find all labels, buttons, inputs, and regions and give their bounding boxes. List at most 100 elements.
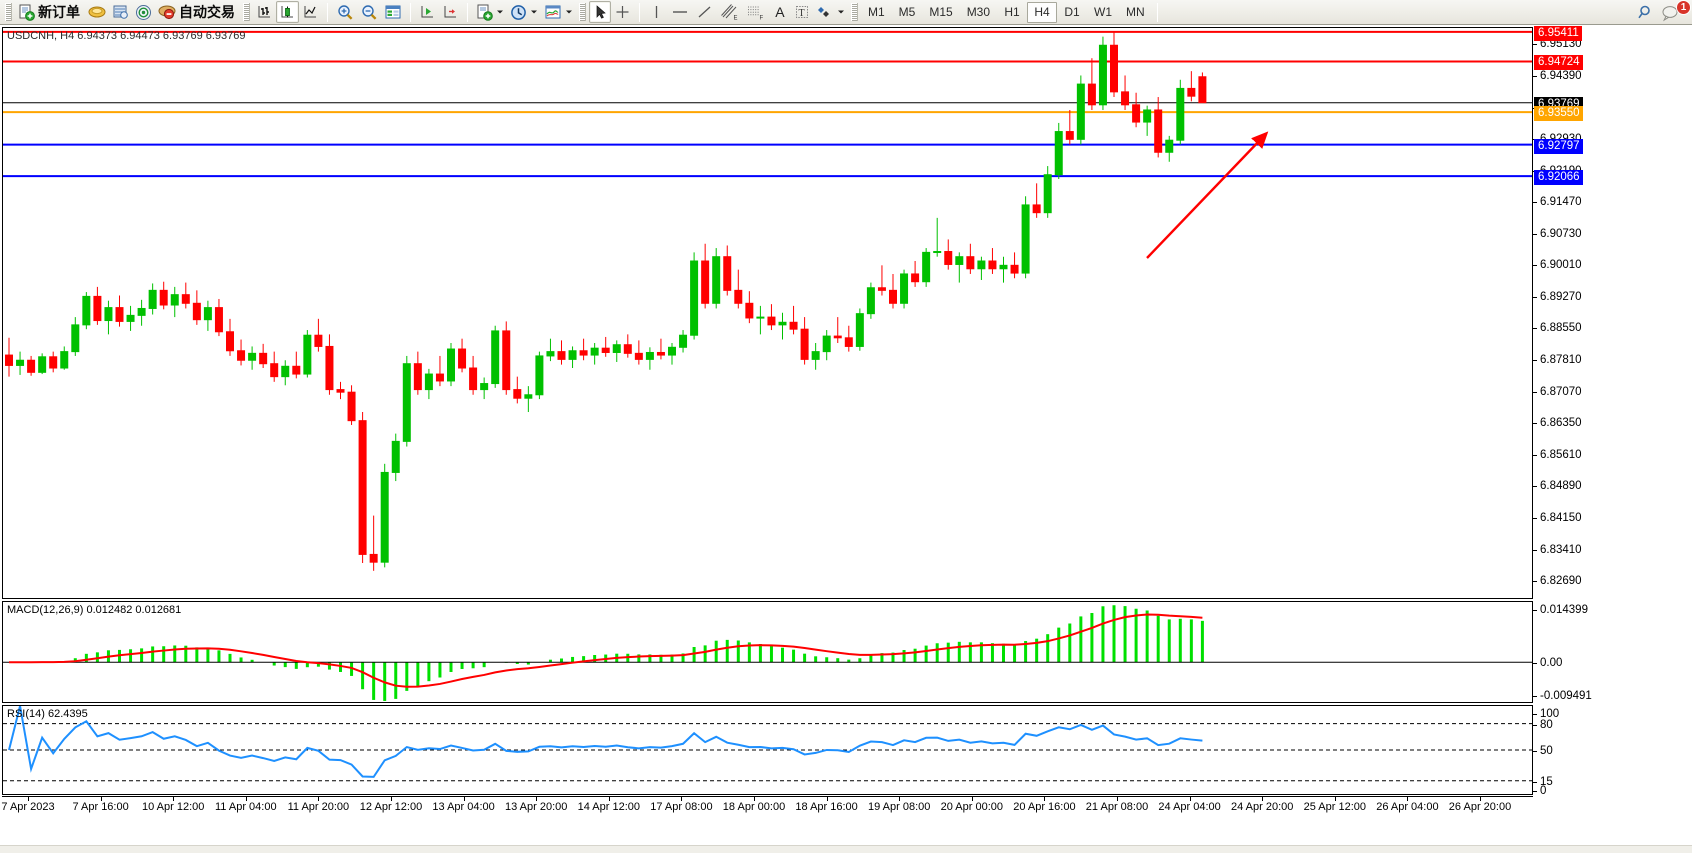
auto-scroll-button[interactable]: [439, 1, 462, 23]
indicators-button[interactable]: [473, 1, 507, 23]
time-axis-label: 18 Apr 00:00: [722, 801, 786, 813]
candle: [944, 239, 953, 270]
timeframe-d1[interactable]: D1: [1064, 5, 1080, 19]
horizontal-line-button[interactable]: [667, 1, 693, 23]
candle: [60, 346, 69, 370]
rsi-axis-tick: 50: [1533, 745, 1553, 757]
toolbar-grip-2[interactable]: [243, 3, 250, 21]
price-chart-canvas[interactable]: [3, 28, 1532, 598]
candle: [645, 347, 654, 370]
price-axis-tick: 6.90010: [1533, 259, 1582, 271]
candle: [966, 243, 975, 274]
price-chart-panel[interactable]: USDCNH, H4 6.94373 6.94473 6.93769 6.937…: [2, 27, 1533, 599]
price-level-label-resistance[interactable]: 6.94724: [1534, 55, 1583, 71]
period-button[interactable]: [507, 1, 541, 23]
trend-line-button[interactable]: [693, 1, 717, 23]
time-axis-tickmark: [463, 797, 465, 801]
toolbar-grip-3[interactable]: [579, 3, 586, 21]
candlestick-chart-button[interactable]: [276, 1, 299, 23]
price-axis-tick: 6.90730: [1533, 228, 1582, 240]
toolbar-grip-4[interactable]: [851, 3, 858, 21]
candle: [380, 463, 389, 568]
shapes-button[interactable]: [813, 1, 848, 23]
rsi-chart-canvas: [3, 706, 1532, 782]
rsi-indicator-panel[interactable]: RSI(14) 62.4395: [2, 705, 1533, 795]
bar-chart-button[interactable]: [253, 1, 276, 23]
time-axis-tickmark: [1117, 797, 1118, 801]
candle: [491, 325, 500, 388]
timeframe-m30[interactable]: M30: [966, 5, 991, 19]
timeframe-h4[interactable]: H4: [1027, 1, 1058, 23]
fibonacci-button[interactable]: F: [743, 1, 769, 23]
rsi-axis-tick: 0: [1533, 785, 1546, 797]
time-axis-label: 24 Apr 04:00: [1158, 801, 1221, 813]
time-axis-label: 19 Apr 08:00: [867, 801, 931, 813]
text-button[interactable]: T: [791, 1, 813, 23]
text-label-button[interactable]: A: [769, 1, 791, 23]
auto-trading-button[interactable]: 自动交易: [155, 1, 240, 23]
candle: [281, 360, 290, 386]
time-axis-label: 20 Apr 00:00: [940, 801, 1003, 813]
templates-button[interactable]: [541, 1, 576, 23]
candle: [38, 353, 47, 375]
candle: [292, 351, 301, 379]
crosshair-button[interactable]: [611, 1, 634, 23]
time-axis-label: 14 Apr 12:00: [577, 801, 640, 813]
macd-indicator-panel[interactable]: MACD(12,26,9) 0.012482 0.012681: [2, 601, 1533, 703]
price-level-label-support[interactable]: 6.92066: [1534, 170, 1583, 186]
toolbar-grip[interactable]: [5, 3, 12, 21]
chevron-down-icon-4[interactable]: [837, 9, 845, 15]
timeframe-m15[interactable]: M15: [929, 5, 953, 19]
expert-advisor-button[interactable]: [85, 1, 109, 23]
time-axis-label: 7 Apr 2023: [1, 801, 55, 813]
candle: [866, 282, 875, 319]
zoom-in-button[interactable]: [333, 1, 357, 23]
expert-advisor-icon: [88, 6, 106, 18]
time-axis-label: 17 Apr 08:00: [650, 801, 713, 813]
price-level-label-pivot[interactable]: 6.93550: [1534, 106, 1583, 122]
search-button[interactable]: [1634, 1, 1658, 23]
candle: [325, 334, 334, 395]
time-axis-label: 12 Apr 12:00: [359, 801, 423, 813]
candle: [314, 318, 323, 352]
price-axis[interactable]: 6.951306.943906.936506.929306.921906.914…: [1533, 25, 1690, 797]
price-axis-tick: 6.83410: [1533, 544, 1582, 556]
cursor-button[interactable]: [589, 1, 611, 23]
candle: [756, 305, 765, 335]
time-axis-label: 26 Apr 20:00: [1448, 801, 1512, 813]
price-level-label-resistance[interactable]: 6.95411: [1534, 25, 1582, 41]
time-axis-label: 10 Apr 12:00: [141, 801, 205, 813]
time-axis[interactable]: 7 Apr 2023 7 Apr 16:00 10 Apr 12:00 11 Apr …: [1, 796, 1533, 818]
candle: [1176, 79, 1185, 145]
auto-scroll-icon: [444, 6, 456, 18]
candle: [988, 248, 997, 274]
timeframe-w1[interactable]: W1: [1094, 5, 1113, 19]
new-order-button[interactable]: 新订单: [15, 1, 85, 23]
time-axis-tickmark: [899, 797, 901, 801]
data-window-button[interactable]: [109, 1, 132, 23]
candle: [524, 386, 533, 413]
data-window-grid-button[interactable]: [381, 1, 405, 23]
price-level-label-support[interactable]: 6.92797: [1534, 138, 1583, 154]
time-axis-tickmark: [100, 797, 102, 801]
equidistant-channel-button[interactable]: E: [717, 1, 743, 23]
timeframe-h1[interactable]: H1: [1004, 5, 1020, 19]
candlestick-chart-icon: [281, 6, 293, 18]
vertical-line-button[interactable]: [645, 1, 667, 23]
candle: [535, 351, 544, 400]
timeframe-m1[interactable]: M1: [868, 5, 885, 19]
timeframe-m5[interactable]: M5: [898, 5, 916, 19]
time-axis-tickmark: [318, 797, 320, 801]
chevron-down-icon[interactable]: [496, 9, 504, 15]
notifications-button[interactable]: 1: [1658, 0, 1692, 23]
candle: [844, 325, 853, 352]
chart-shift-button[interactable]: [416, 1, 439, 23]
indicators-icon: [477, 4, 493, 21]
chevron-down-icon-3[interactable]: [565, 9, 573, 15]
zoom-out-button[interactable]: [357, 1, 381, 23]
line-chart-button[interactable]: [299, 1, 322, 23]
time-axis-label: 25 Apr 12:00: [1303, 801, 1366, 813]
timeframe-mn[interactable]: MN: [1126, 5, 1145, 19]
signals-button[interactable]: [132, 1, 155, 23]
chevron-down-icon-2[interactable]: [530, 9, 538, 15]
